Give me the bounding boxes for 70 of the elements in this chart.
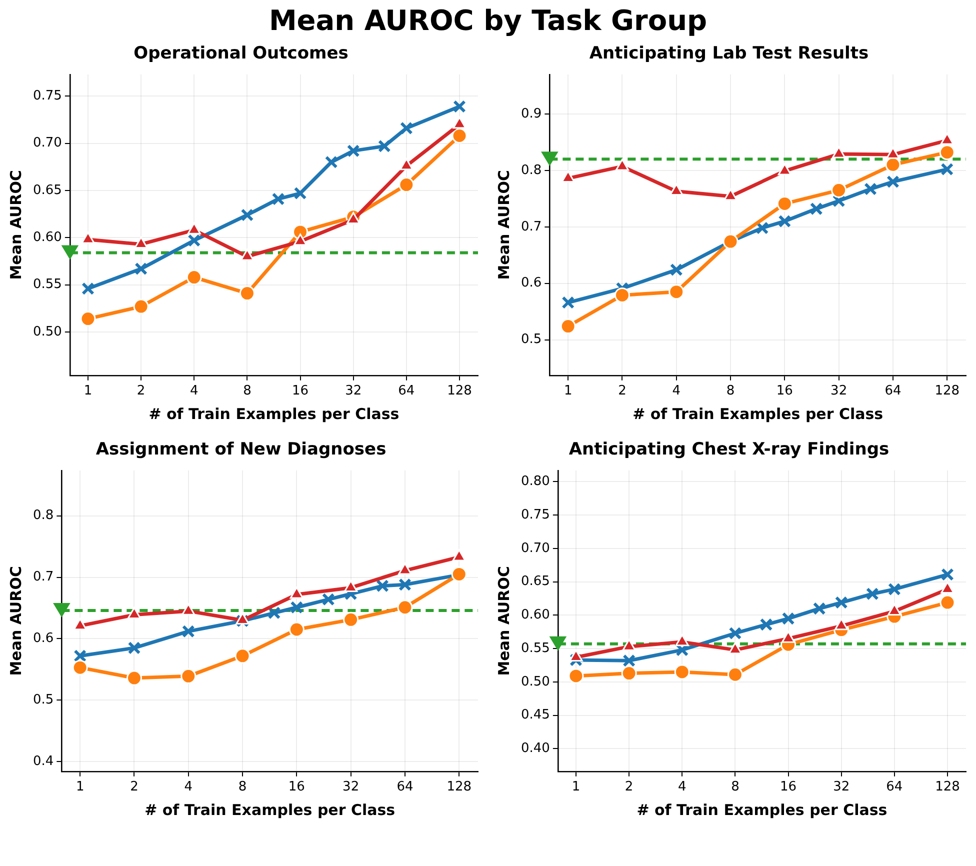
y-tick-label: 0.4 [32,754,54,769]
y-tick-label: 0.70 [520,540,550,556]
y-axis-title: Mean AUROC [494,566,513,676]
y-tick-label: 0.65 [32,182,62,198]
chart-title: Anticipating Lab Test Results [589,44,869,64]
x-tick-label: 8 [243,384,252,399]
x-tick-label: 64 [398,384,415,399]
y-tick-label: 0.75 [520,507,550,522]
y-tick-label: 0.8 [520,162,542,178]
x-axis-title: # of Train Examples per Class [636,800,888,819]
x-tick-label: 128 [446,780,472,795]
x-tick-label: 1 [572,780,580,795]
chart-title: Anticipating Chest X-ray Findings [568,440,890,460]
x-tick-label: 16 [292,384,309,399]
chart-title: Assignment of New Diagnoses [96,440,386,460]
x-tick-label: 64 [884,384,902,399]
y-tick-label: 0.7 [32,570,54,585]
x-tick-label: 128 [935,780,960,795]
x-tick-label: 32 [345,384,362,399]
x-tick-label: 1 [84,384,92,399]
x-tick-label: 1 [76,780,84,795]
y-tick-label: 0.8 [32,508,54,524]
x-tick-label: 2 [130,780,138,795]
x-tick-label: 32 [342,780,360,795]
x-tick-label: 4 [672,384,681,399]
x-tick-label: 32 [833,780,850,795]
x-tick-label: 8 [731,780,740,795]
x-tick-label: 2 [618,384,626,399]
y-axis-title: Mean AUROC [6,170,25,280]
x-tick-label: 8 [726,384,735,399]
x-tick-label: 16 [288,780,305,795]
x-tick-label: 128 [934,384,960,399]
x-tick-label: 4 [184,780,193,795]
y-tick-label: 0.45 [520,708,550,723]
x-tick-label: 64 [396,780,414,795]
x-tick-label: 64 [886,780,903,795]
y-tick-label: 0.80 [520,474,550,490]
text: Mean AUROC by Task Group [268,4,708,38]
y-tick-label: 0.55 [32,277,62,292]
x-tick-label: 4 [190,384,198,399]
x-tick-label: 2 [624,780,634,795]
y-axis-title: Mean AUROC [494,170,513,280]
x-tick-label: 2 [136,384,146,399]
x-tick-label: 128 [447,384,472,399]
y-tick-label: 0.50 [32,324,62,340]
y-tick-label: 0.6 [32,631,54,646]
y-tick-label: 0.50 [520,674,550,690]
y-tick-label: 0.7 [520,219,542,234]
y-axis-title: Mean AUROC [6,566,25,676]
y-tick-label: 0.60 [520,608,550,623]
y-tick-label: 0.5 [32,692,54,708]
x-tick-label: 1 [564,384,572,399]
x-tick-label: 32 [830,384,848,399]
x-axis-title: # of Train Examples per Class [148,404,400,423]
y-tick-label: 0.5 [520,332,542,348]
chart-title: Operational Outcomes [134,44,348,64]
y-tick-label: 0.75 [32,88,62,104]
x-tick-label: 16 [776,384,793,399]
y-tick-label: 0.6 [520,276,542,291]
y-tick-label: 0.65 [520,574,550,590]
x-tick-label: 8 [238,780,247,795]
x-tick-label: 16 [780,780,797,795]
y-tick-label: 0.55 [520,640,550,656]
y-tick-label: 0.9 [520,106,542,122]
x-axis-title: # of Train Examples per Class [144,800,396,819]
x-axis-title: # of Train Examples per Class [632,404,884,423]
x-tick-label: 4 [678,780,686,795]
y-tick-label: 0.70 [32,136,62,151]
y-tick-label: 0.60 [32,230,62,246]
y-tick-label: 0.40 [520,741,550,756]
